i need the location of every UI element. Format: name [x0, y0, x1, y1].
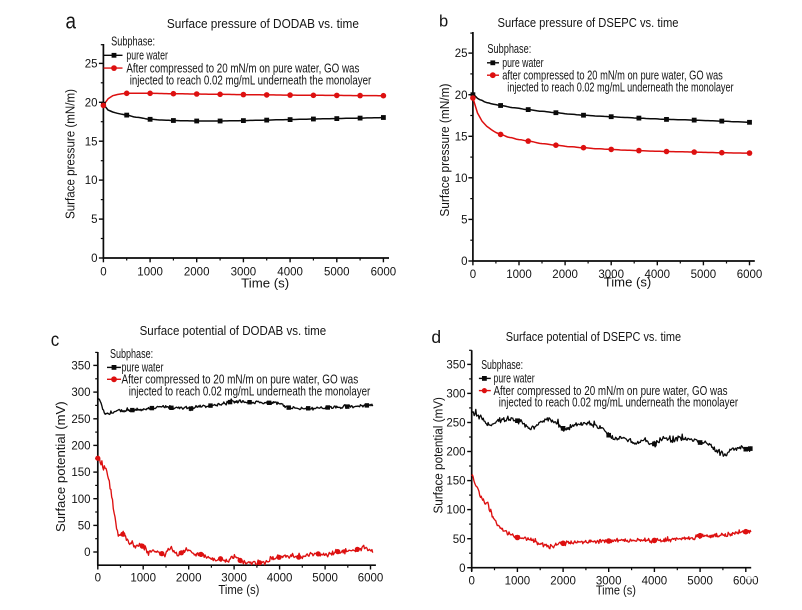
svg-text:20: 20 — [85, 97, 98, 109]
svg-text:150: 150 — [446, 476, 465, 488]
svg-text:2000: 2000 — [176, 572, 202, 584]
svg-text:4000: 4000 — [642, 575, 668, 587]
svg-text:4000: 4000 — [277, 266, 303, 278]
svg-text:150: 150 — [71, 467, 90, 479]
svg-text:15: 15 — [85, 136, 98, 148]
svg-text:0: 0 — [95, 572, 101, 584]
svg-text:4000: 4000 — [645, 269, 671, 281]
svg-text:6000: 6000 — [358, 572, 384, 584]
svg-text:Subphase:: Subphase: — [110, 347, 153, 361]
svg-text:0: 0 — [459, 563, 465, 575]
svg-text:Time (s): Time (s) — [218, 583, 259, 597]
svg-text:50: 50 — [78, 521, 91, 533]
svg-text:Surface pressure of DSEPC vs.: Surface pressure of DSEPC vs. time — [498, 16, 679, 30]
svg-text:injected to reach 0.02 mg/mL u: injected to reach 0.02 mg/mL underneath … — [507, 81, 733, 95]
svg-text:350: 350 — [446, 360, 465, 372]
svg-text:1000: 1000 — [137, 266, 163, 278]
svg-text:Surface potential of DODAB vs.: Surface potential of DODAB vs. time — [140, 324, 327, 338]
svg-text:Subphase:: Subphase: — [111, 34, 155, 48]
svg-text:0: 0 — [91, 253, 97, 265]
svg-text:200: 200 — [446, 447, 465, 459]
svg-text:after compressed to 20 mN/m on: after compressed to 20 mN/m on pure wate… — [502, 68, 723, 82]
svg-text:1000: 1000 — [505, 575, 531, 587]
svg-text:pure water: pure water — [494, 372, 535, 386]
svg-text:0: 0 — [100, 266, 106, 278]
svg-text:injected to reach 0.02 mg/mL u: injected to reach 0.02 mg/mL underneath … — [129, 385, 371, 399]
svg-text:0: 0 — [84, 547, 90, 559]
svg-text:3000: 3000 — [221, 572, 247, 584]
svg-text:3000: 3000 — [231, 266, 257, 278]
svg-text:Subphase:: Subphase: — [487, 42, 531, 56]
svg-text:0: 0 — [470, 269, 476, 281]
svg-text:0: 0 — [468, 575, 474, 587]
svg-text:25: 25 — [85, 59, 98, 71]
svg-text:injected to reach 0.02 mg/mL u: injected to reach 0.02 mg/mL underneath … — [499, 396, 738, 410]
svg-text:1000: 1000 — [130, 572, 156, 584]
svg-text:After compressed to 20 mN/m on: After compressed to 20 mN/m on pure wate… — [494, 384, 728, 398]
svg-text:1000: 1000 — [506, 269, 532, 281]
svg-text:25: 25 — [455, 48, 468, 60]
svg-text:a: a — [66, 9, 77, 34]
svg-text:5000: 5000 — [691, 269, 717, 281]
svg-text:After compressed to 20 mN/m on: After compressed to 20 mN/m on pure wate… — [126, 61, 359, 75]
svg-text:Time (s): Time (s) — [596, 583, 636, 597]
svg-text:Surface potential (mV): Surface potential (mV) — [431, 397, 445, 514]
svg-text:pure water: pure water — [126, 49, 167, 63]
svg-text:0: 0 — [461, 256, 467, 268]
svg-text:2000: 2000 — [552, 269, 578, 281]
svg-text:5: 5 — [461, 215, 467, 227]
svg-text:d: d — [431, 327, 441, 347]
svg-text:pure water: pure water — [502, 56, 543, 70]
svg-text:4000: 4000 — [267, 572, 293, 584]
svg-text:Time (s): Time (s) — [241, 277, 289, 291]
svg-text:injected to reach 0.02 mg/mL u: injected to reach 0.02 mg/mL underneath … — [130, 73, 372, 87]
svg-text:Time (s): Time (s) — [604, 275, 652, 289]
svg-text:300: 300 — [71, 387, 90, 399]
svg-text:6000: 6000 — [737, 269, 763, 281]
svg-text:Surface pressure (mN/m): Surface pressure (mN/m) — [64, 89, 78, 219]
svg-text:3000: 3000 — [598, 269, 624, 281]
svg-text:5: 5 — [91, 214, 97, 226]
svg-text:pure water: pure water — [122, 361, 164, 375]
svg-text:20: 20 — [455, 90, 468, 102]
svg-text:After compressed to 20 mN/m on: After compressed to 20 mN/m on pure wate… — [122, 373, 359, 387]
svg-text:5000: 5000 — [312, 572, 338, 584]
svg-text:Surface pressure of DODAB vs.: Surface pressure of DODAB vs. time — [167, 17, 359, 31]
svg-text:5000: 5000 — [687, 575, 713, 587]
svg-text:300: 300 — [446, 389, 465, 401]
svg-text:15: 15 — [455, 131, 468, 143]
svg-text:Surface potential (mV): Surface potential (mV) — [54, 401, 68, 532]
svg-text:50: 50 — [453, 534, 466, 546]
svg-text:200: 200 — [71, 441, 90, 453]
svg-text:250: 250 — [446, 418, 465, 430]
svg-text:350: 350 — [71, 361, 90, 373]
svg-text:b: b — [439, 12, 448, 30]
svg-text:6000: 6000 — [371, 266, 397, 278]
svg-text:250: 250 — [71, 414, 90, 426]
svg-text:100: 100 — [71, 494, 90, 506]
svg-text:5000: 5000 — [324, 266, 350, 278]
svg-text:Subphase:: Subphase: — [481, 358, 523, 372]
svg-text:3000: 3000 — [596, 575, 622, 587]
svg-text:c: c — [51, 330, 60, 351]
svg-text:Surface pressure (mN/m): Surface pressure (mN/m) — [438, 84, 452, 217]
svg-text:100: 100 — [446, 505, 465, 517]
svg-text:2000: 2000 — [184, 266, 210, 278]
svg-text:2000: 2000 — [550, 575, 576, 587]
svg-text:10: 10 — [455, 173, 468, 185]
svg-text:6000: 6000 — [733, 575, 759, 587]
svg-text:10: 10 — [85, 175, 98, 187]
svg-text:Surface potential of DSEPC vs.: Surface potential of DSEPC vs. time — [506, 330, 681, 344]
